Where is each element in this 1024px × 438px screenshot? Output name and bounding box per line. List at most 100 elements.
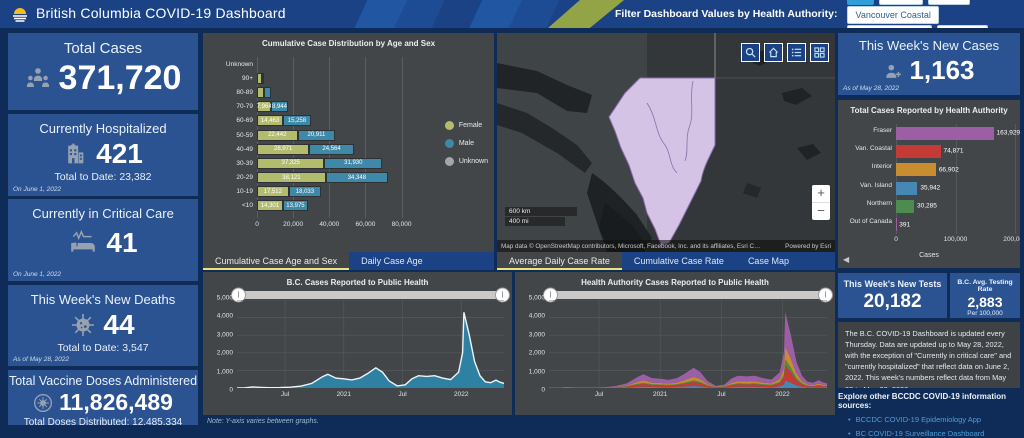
ha-chart-row: Out of Canada391 — [896, 215, 1018, 233]
bar-value-label: 24,564 — [322, 146, 340, 152]
tab-cumulative-case-age-and-sex[interactable]: Cumulative Case Age and Sex — [203, 252, 349, 270]
ha-cases-chart-panel: Health Authority Cases Reported to Publi… — [515, 272, 835, 415]
card-title: Total Cases — [8, 33, 198, 57]
y-tick-label: 0 — [229, 387, 233, 394]
bar-value-label: 37,325 — [282, 160, 300, 166]
zoom-in-button[interactable]: + — [812, 185, 830, 202]
powered-by-esri: Powered by Esri — [785, 243, 831, 250]
new-cases-card: This Week's New Cases 1,163 As of May 28… — [838, 33, 1020, 95]
critical-care-card: Currently in Critical Care 41 On June 1,… — [8, 199, 198, 281]
time-range-slider[interactable] — [237, 291, 504, 299]
chart-legend: FemaleMaleUnknown — [445, 121, 488, 175]
age-category-label: 70-79 — [211, 103, 257, 110]
filter-button-fraser[interactable]: Fraser — [928, 0, 970, 5]
y-tick-label: 5,000 — [217, 295, 233, 302]
x-tick-label: 20,000 — [283, 221, 303, 228]
age-bar-track — [257, 73, 416, 84]
attribution-text: Map data © OpenStreetMap contributors, M… — [501, 243, 760, 250]
doses-distributed: Total Doses Distributed: 12,485,334 — [8, 417, 198, 425]
time-range-slider[interactable] — [549, 291, 827, 299]
hospitalized-total-to-date: Total to Date: 23,382 — [8, 171, 198, 183]
age-bar-track: 37,325 31,930 — [257, 158, 416, 169]
tab-average-daily-case-rate[interactable]: Average Daily Case Rate — [497, 252, 622, 270]
carousel-previous-icon[interactable]: ◀ — [843, 255, 849, 264]
legend-item: Unknown — [445, 157, 488, 166]
age-bar-male: 18,033 — [289, 186, 322, 197]
tab-case-map[interactable]: Case Map — [736, 252, 801, 270]
age-sex-chart-panel: Cumulative Case Distribution by Age and … — [203, 33, 494, 252]
new-tests-value: 20,182 — [838, 291, 947, 313]
bar-value-label: 30,285 — [917, 203, 937, 210]
update-info-panel: The B.C. COVID-19 Dashboard is updated e… — [838, 322, 1020, 388]
age-bar-female: 17,512 — [257, 186, 289, 197]
ha-chart-row: Northern30,285 — [896, 197, 1018, 215]
bar-value-label: 8,944 — [272, 104, 287, 110]
age-category-label: 10-19 — [211, 188, 257, 195]
age-bar-male: 13,975 — [283, 200, 308, 211]
x-tick-label: 80,000 — [392, 221, 412, 228]
age-chart-row: 10-1917,51218,033 — [211, 185, 488, 199]
new-tests-card: This Week's New Tests 20,182 — [838, 273, 947, 318]
x-tick-label: 0 — [255, 221, 259, 228]
filter-button-interior[interactable]: Interior — [879, 0, 923, 5]
x-axis-labels: 020,00040,00060,00080,000 — [257, 221, 416, 231]
filter-button-vancouver-island[interactable]: Vancouver Island — [847, 25, 932, 29]
age-category-label: <10 — [211, 202, 257, 209]
filter-button-vancouver-coastal[interactable]: Vancouver Coastal — [847, 6, 938, 24]
header-decoration — [330, 0, 560, 28]
health-authority-filter: Filter Dashboard Values by Health Author… — [615, 0, 1024, 28]
case-rate-map[interactable]: + − 600 km 400 mi Map data © OpenStreetM… — [497, 33, 835, 252]
map-scale-bar: 600 km 400 mi — [505, 206, 577, 226]
map-basemap-icon[interactable] — [810, 43, 829, 62]
bar-value-label: 15,258 — [288, 118, 306, 124]
x-tick-label: Jul — [717, 391, 725, 398]
legend-swatch — [445, 121, 454, 130]
y-tick-label: 4,000 — [217, 313, 233, 320]
explore-section: Explore other BCCDC COVID-19 information… — [838, 392, 1020, 438]
bar-value-label: 22,442 — [268, 132, 286, 138]
map-tabs: Average Daily Case Rate Cumulative Case … — [497, 252, 835, 270]
app-header: British Columbia COVID-19 Dashboard Filt… — [0, 0, 1024, 28]
age-chart-row: 70-797,9648,944 — [211, 100, 488, 114]
y-tick-label: 3,000 — [217, 331, 233, 338]
age-bar-female: 14,463 — [257, 115, 283, 126]
filter-button-northern[interactable]: Northern — [937, 25, 988, 29]
tab-daily-case-age[interactable]: Daily Case Age — [349, 252, 435, 270]
y-tick-label: 3,000 — [529, 331, 545, 338]
zoom-out-button[interactable]: − — [812, 202, 830, 220]
card-title: This Week's New Deaths — [8, 285, 198, 307]
bc-cases-chart-panel: B.C. Cases Reported to Public Health 5,0… — [203, 272, 512, 415]
age-chart-row: Unknown — [211, 57, 488, 71]
hospital-bed-icon — [68, 230, 98, 256]
testing-rate-value: 2,883 — [950, 294, 1020, 310]
chart-title: Total Cases Reported by Health Authority — [838, 100, 1020, 115]
ha-bar-track: Out of Canada391 — [896, 218, 1018, 231]
card-title: Total Vaccine Doses Administered — [8, 370, 198, 388]
x-axis-labels: Jul2021Jul2022 — [237, 391, 504, 401]
ha-bar-track: Northern30,285 — [896, 200, 1018, 213]
link-surveillance-dashboard[interactable]: •BC COVID-19 Surveillance Dashboard — [838, 429, 1020, 438]
legend-label: Male — [459, 140, 474, 147]
hospital-icon — [63, 142, 88, 167]
virus-icon — [71, 313, 95, 337]
age-bar-female: 37,325 — [257, 158, 324, 169]
ha-bar-track: Van. Coastal74,871 — [896, 145, 1018, 158]
filter-button-all[interactable]: All — [847, 0, 873, 5]
age-bar-track: 28,971 24,564 — [257, 144, 416, 155]
age-bar-female: 28,971 — [257, 144, 309, 155]
map-search-icon[interactable] — [741, 43, 760, 62]
age-bar-male — [264, 87, 270, 98]
as-of-date: On June 1, 2022 — [13, 186, 61, 193]
bar-value-label: 31,930 — [344, 160, 362, 166]
link-epidemiology-app[interactable]: •BCCDC COVID-19 Epidemiology App — [838, 415, 1020, 424]
age-bar-track — [257, 87, 416, 98]
tab-cumulative-case-rate[interactable]: Cumulative Case Rate — [622, 252, 736, 270]
x-tick-label: 2021 — [337, 391, 351, 398]
age-bar-track: 14,463 15,258 — [257, 115, 416, 126]
card-title: B.C. Avg. Testing Rate — [950, 273, 1020, 293]
map-legend-icon[interactable] — [787, 43, 806, 62]
page-title: British Columbia COVID-19 Dashboard — [36, 5, 286, 21]
map-home-icon[interactable] — [764, 43, 783, 62]
ha-bar-van-island — [896, 182, 917, 195]
bar-value-label: 35,942 — [920, 185, 940, 192]
